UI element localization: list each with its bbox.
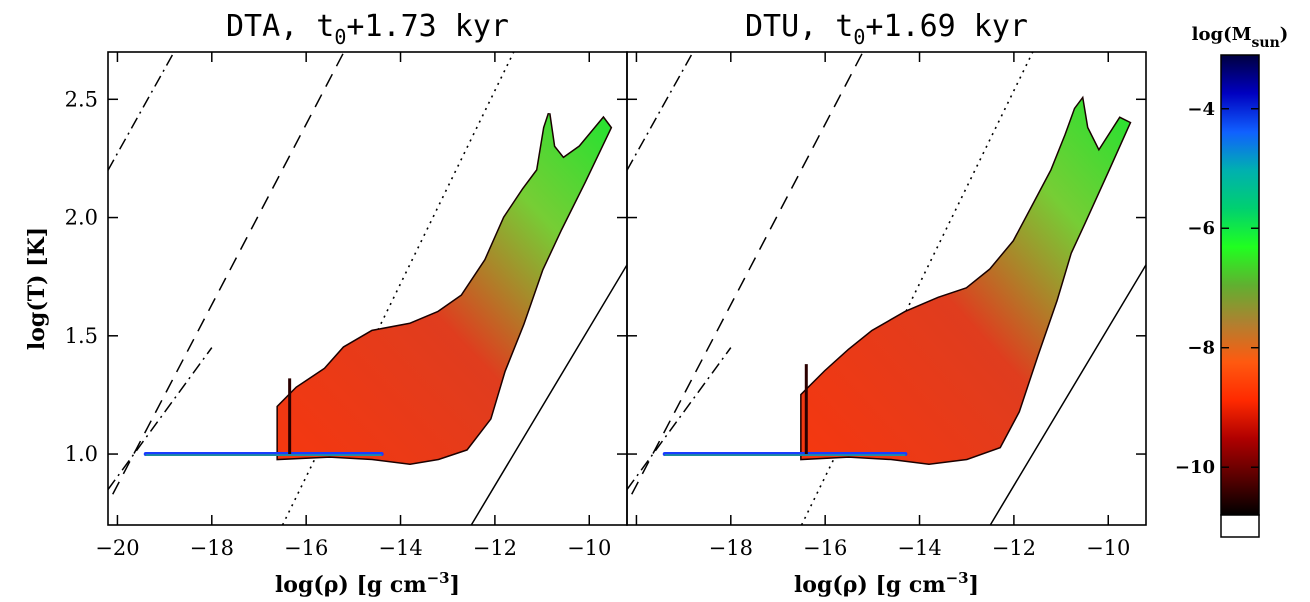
x-axis-label: log(ρ) [g cm−3] [275, 569, 460, 598]
colorbar-tick-label: −8 [1187, 338, 1215, 359]
x-tick-label: −18 [190, 536, 234, 560]
y-axis-label: log(T) [K] [24, 227, 50, 350]
x-tick-label: −14 [378, 536, 422, 560]
x-tick-label: −10 [1086, 536, 1130, 560]
x-tick-label: −18 [709, 536, 753, 560]
reference-line-solid [470, 264, 627, 525]
x-tick-label: −12 [473, 536, 517, 560]
x-tick-label: −10 [567, 536, 611, 560]
reference-line-dashdot [108, 347, 213, 490]
reference-line-dashdot [627, 347, 732, 490]
x-axis-label: log(ρ) [g cm−3] [794, 569, 979, 598]
reference-line-dashdot [108, 52, 175, 171]
panel-dta: DTA, t0+1.73 kyr −20 −18 −16 −14 −12 −10 1.0 1.… [65, 9, 628, 560]
reference-line-dashed [112, 52, 345, 495]
y-tick-label: 2.0 [65, 206, 98, 230]
y-tick-label: 1.5 [65, 324, 98, 348]
y-tick-label: 1.0 [65, 442, 98, 466]
colorbar-tick-label: −4 [1187, 99, 1215, 120]
panel-dtu: DTU, t0+1.69 kyr −18 −16 −14 −12 −10 [626, 9, 1147, 560]
colorbar: log(Msun) −10 −8 −6 −4 [1175, 24, 1289, 538]
colorbar-bar [1220, 54, 1260, 516]
x-tick-label: −14 [897, 536, 941, 560]
plot-area [108, 52, 627, 525]
x-tick-label: −16 [803, 536, 847, 560]
x-tick-label: −16 [284, 536, 328, 560]
reference-line-dashdot [627, 52, 694, 171]
colorbar-tick-label: −6 [1187, 218, 1215, 239]
x-tick-label: −12 [992, 536, 1036, 560]
colorbar-tick-label: −10 [1175, 457, 1215, 478]
plot-frame [626, 51, 1147, 526]
reference-line-dashed [631, 52, 864, 495]
reference-line-solid [989, 264, 1146, 525]
y-tick-label: 2.5 [65, 87, 98, 111]
density-envelope [801, 99, 1130, 464]
plot-area [627, 52, 1146, 525]
x-tick-label: −20 [95, 536, 139, 560]
panel-title: DTU, t0+1.69 kyr [745, 9, 1028, 49]
panel-title: DTA, t0+1.73 kyr [226, 9, 509, 49]
colorbar-underflow-box [1220, 514, 1260, 538]
density-envelope [277, 113, 611, 464]
colorbar-label: log(Msun) [1192, 24, 1289, 51]
